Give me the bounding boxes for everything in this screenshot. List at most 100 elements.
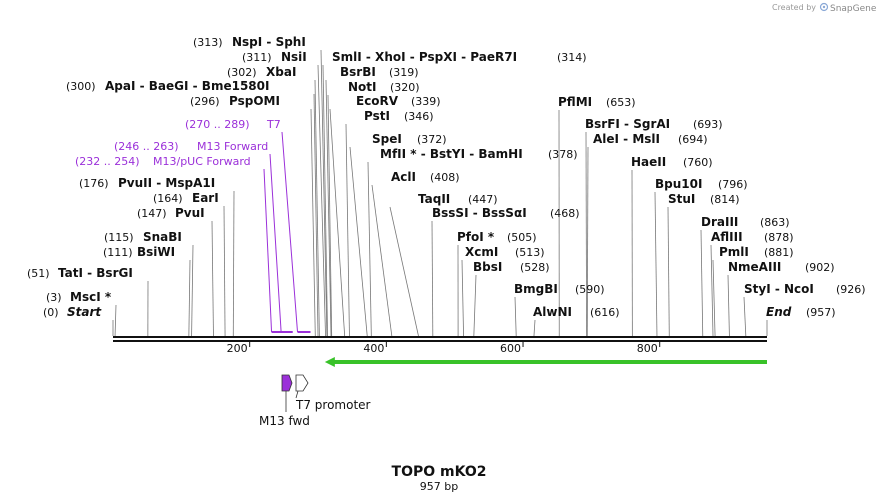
site-position: (447): [468, 193, 498, 206]
site-line-styi: [743, 296, 747, 337]
site-line-bsiwi: [188, 259, 191, 337]
site-name[interactable]: EarI: [192, 191, 219, 205]
site-name[interactable]: NspI - SphI: [232, 35, 306, 49]
site-line-pspomi: [310, 108, 316, 337]
site-labels: (0) Start (3) MscI * (51) TatI - BsrGI (111) Bs…: [27, 35, 866, 319]
site-position: (796): [718, 178, 748, 191]
site-line-psti: [345, 123, 350, 337]
site-name[interactable]: StuI: [668, 192, 695, 206]
m13-fwd-feature[interactable]: [281, 374, 293, 392]
site-name[interactable]: NsiI: [281, 50, 307, 64]
site-name[interactable]: EcoRV: [356, 94, 399, 108]
site-name[interactable]: TaqII: [418, 192, 450, 206]
site-position: (878): [764, 231, 794, 244]
site-name[interactable]: PfoI *: [457, 230, 495, 244]
primer-stem: [263, 168, 273, 333]
site-line-eari: [223, 205, 226, 337]
site-name[interactable]: End: [766, 305, 792, 319]
site-position: (693): [693, 118, 723, 131]
site-position: (653): [606, 96, 636, 109]
site-line-acli: [371, 184, 393, 337]
site-name[interactable]: BbsI: [473, 260, 502, 274]
site-name[interactable]: PflMI: [558, 95, 592, 109]
site-name[interactable]: BssSI - BssSαI: [432, 206, 527, 220]
primer-name[interactable]: T7: [266, 118, 281, 131]
site-position: (302): [227, 66, 257, 79]
site-name[interactable]: NmeAIII: [728, 260, 781, 274]
site-position: (147): [137, 207, 167, 220]
snapgene-logo-icon: [819, 2, 829, 12]
site-name[interactable]: TatI - BsrGI: [58, 266, 133, 280]
site-name[interactable]: AclI: [391, 170, 416, 184]
primer-name[interactable]: M13/pUC Forward: [153, 155, 251, 168]
site-name[interactable]: Bpu10I: [655, 177, 702, 191]
site-name[interactable]: SmlI - XhoI - PspXI - PaeR7I: [332, 50, 517, 64]
site-position: (111): [103, 246, 133, 259]
site-line-bsrfi: [585, 131, 587, 337]
site-position: (468): [550, 207, 580, 220]
site-name[interactable]: PmlI: [719, 245, 749, 259]
site-name[interactable]: MscI *: [70, 290, 112, 304]
primer-range: (246 .. 263): [114, 140, 179, 153]
site-name[interactable]: PvuI: [175, 206, 205, 220]
site-position: (372): [417, 133, 447, 146]
primer-name[interactable]: M13 Forward: [197, 140, 268, 153]
primer-range: (232 .. 254): [75, 155, 140, 168]
site-line-bmgbi: [514, 296, 517, 337]
site-name[interactable]: StyI - NcoI: [744, 282, 814, 296]
site-position: (378): [548, 148, 578, 161]
site-line-smli: [322, 64, 328, 337]
site-name[interactable]: XcmI: [465, 245, 498, 259]
site-connector-lines: [112, 49, 768, 337]
site-position: (3): [46, 291, 62, 304]
site-position: (319): [389, 66, 419, 79]
site-position: (505): [507, 231, 537, 244]
site-name[interactable]: HaeII: [631, 155, 666, 169]
credit: Created by SnapGene: [772, 2, 877, 14]
site-name[interactable]: BsiWI: [137, 245, 175, 259]
site-name[interactable]: PstI: [364, 109, 390, 123]
site-line-xcmi: [461, 259, 464, 337]
site-name[interactable]: PspOMI: [229, 94, 280, 108]
site-line-pvui: [211, 220, 214, 337]
site-name[interactable]: AlwNI: [533, 305, 572, 319]
site-name[interactable]: BmgBI: [514, 282, 558, 296]
site-name[interactable]: ApaI - BaeGI - Bme1580I: [105, 79, 269, 93]
site-name[interactable]: NotI: [348, 80, 377, 94]
site-name[interactable]: Start: [67, 305, 102, 319]
site-name[interactable]: SpeI: [372, 132, 402, 146]
tick-label: 200: [227, 342, 248, 355]
primer-stem: [269, 153, 282, 333]
site-line-snabi: [191, 244, 194, 337]
site-line-draiii: [700, 229, 704, 337]
site-position: (408): [430, 171, 460, 184]
site-name[interactable]: AflIII: [711, 230, 743, 244]
site-line-bpu10i: [654, 191, 658, 337]
site-position: (616): [590, 306, 620, 319]
site-name[interactable]: MfII * - BstYI - BamHI: [380, 147, 523, 161]
site-position: (881): [764, 246, 794, 259]
site-position: (590): [575, 283, 605, 296]
site-line-afliii: [710, 244, 714, 337]
site-name[interactable]: AleI - MslI: [593, 132, 660, 146]
construct-length: 957 bp: [420, 480, 458, 493]
m13-fwd-label: M13 fwd: [259, 414, 310, 428]
ruler-ticks: 200 400 600 800: [227, 342, 661, 355]
site-position: (314): [557, 51, 587, 64]
site-line-xbai: [314, 79, 320, 337]
site-name[interactable]: DraIII: [701, 215, 738, 229]
construct-title: TOPO mKO2: [392, 464, 487, 480]
site-position: (296): [190, 95, 220, 108]
site-position: (863): [760, 216, 790, 229]
site-position: (957): [806, 306, 836, 319]
site-name[interactable]: XbaI: [266, 65, 296, 79]
site-name[interactable]: SnaBI: [143, 230, 182, 244]
site-name[interactable]: BsrFI - SgrAI: [585, 117, 670, 131]
site-line-mfii: [367, 161, 372, 337]
site-position: (300): [66, 80, 96, 93]
site-name[interactable]: PvuII - MspA1I: [118, 176, 215, 190]
site-line-taqii: [389, 206, 419, 337]
backbone-bar-lower: [113, 340, 767, 342]
site-name[interactable]: BsrBI: [340, 65, 376, 79]
t7-promoter-feature[interactable]: [295, 374, 309, 392]
